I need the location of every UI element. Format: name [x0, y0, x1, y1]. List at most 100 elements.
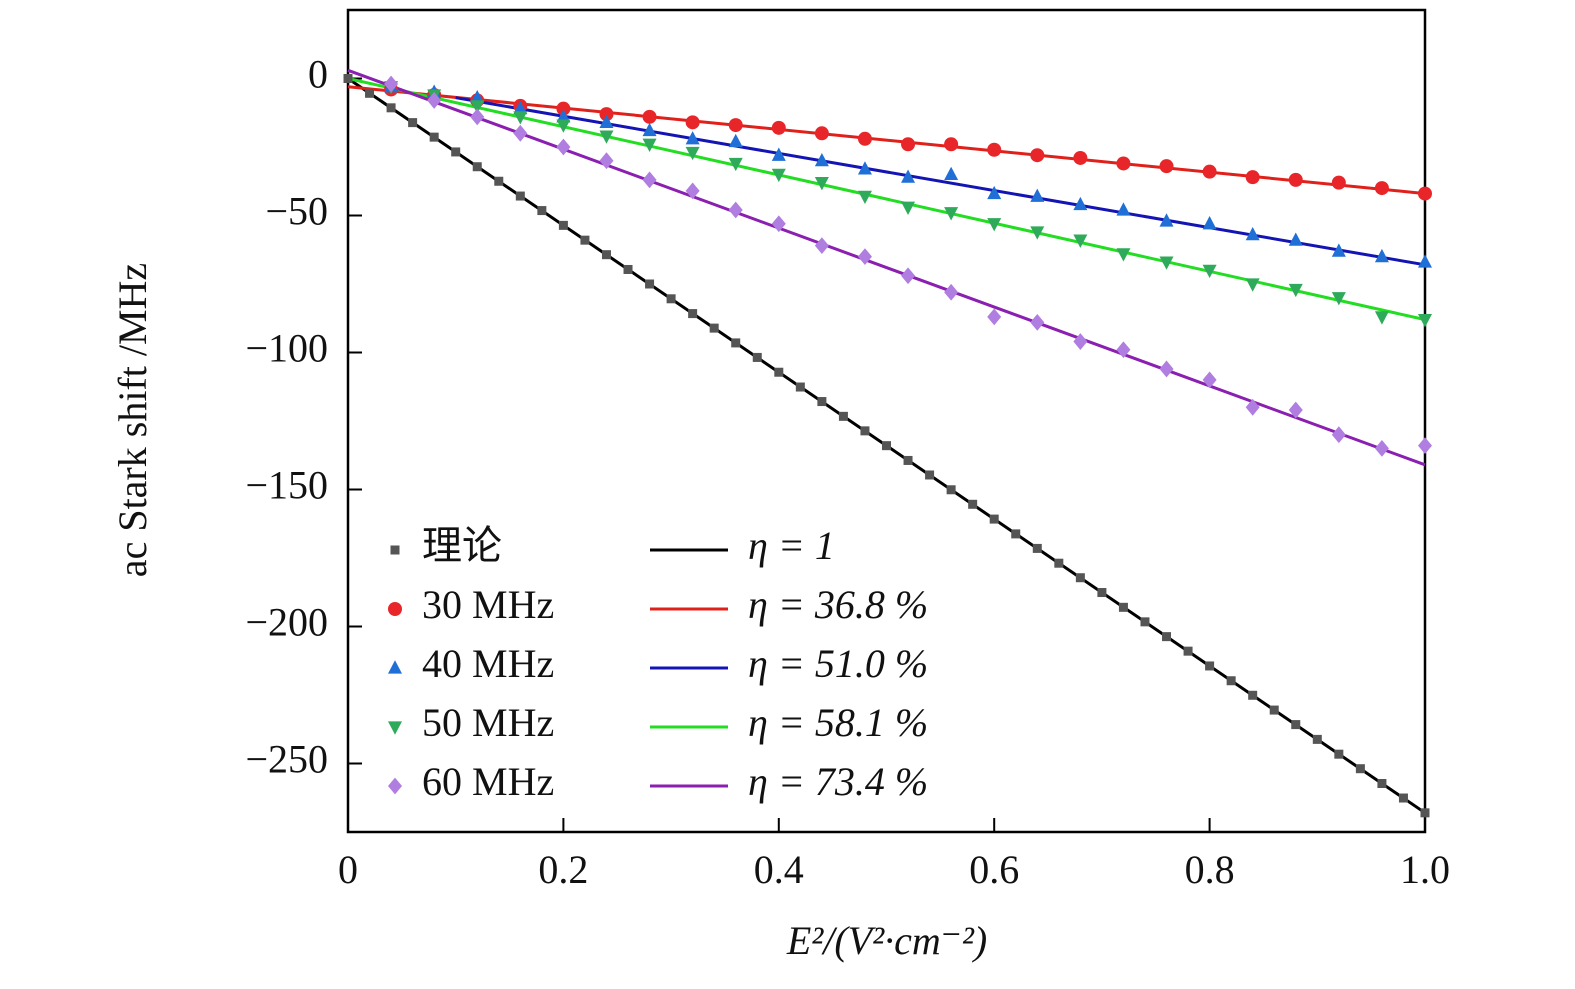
y-axis-title: ac Stark shift /MHz [110, 263, 155, 577]
point [1162, 632, 1172, 642]
point [771, 120, 786, 135]
point [857, 248, 872, 265]
point [515, 191, 525, 201]
fit-line [455, 96, 1426, 267]
point [1054, 558, 1064, 568]
point [513, 100, 528, 115]
point [946, 485, 956, 495]
point [494, 176, 504, 186]
point [685, 146, 700, 161]
point [1288, 283, 1303, 298]
point [666, 294, 676, 304]
point [1116, 248, 1131, 262]
point [1418, 437, 1432, 455]
point [752, 352, 762, 362]
point [1331, 426, 1346, 444]
point [857, 161, 872, 175]
point [427, 92, 442, 109]
legend-label: 50 MHz [422, 700, 554, 745]
point [1374, 311, 1389, 325]
legend-marker [388, 660, 402, 674]
point [901, 267, 916, 285]
point [1202, 371, 1217, 389]
point [1202, 164, 1217, 179]
point [731, 338, 741, 348]
fit-line [347, 68, 1426, 467]
point [944, 166, 959, 180]
point [688, 309, 698, 319]
fit-line [347, 85, 1426, 196]
point [1159, 360, 1174, 378]
point [1331, 292, 1346, 306]
point [1202, 264, 1217, 278]
point [817, 397, 827, 407]
legend-marker [388, 602, 402, 616]
point [901, 169, 916, 183]
point [408, 118, 418, 128]
fit-line [347, 77, 1426, 322]
point [556, 119, 571, 133]
x-tick-label: 0.2 [538, 847, 588, 892]
point [451, 147, 461, 157]
legend-label: η = 58.1 % [748, 700, 928, 745]
point [470, 89, 485, 104]
point [558, 220, 568, 230]
point [513, 124, 528, 142]
point [599, 114, 614, 128]
y-tick-label: −250 [245, 737, 328, 782]
point [903, 455, 913, 465]
point [1269, 705, 1279, 715]
point [386, 103, 396, 113]
legend-label: 60 MHz [422, 759, 554, 804]
point [1030, 313, 1045, 331]
point [1159, 256, 1174, 270]
x-tick-label: 0.6 [969, 847, 1019, 892]
point [685, 115, 700, 130]
point [1097, 588, 1107, 598]
point [1377, 779, 1387, 789]
point [642, 138, 657, 152]
legend-label: 理论 [422, 523, 502, 568]
point [1030, 148, 1045, 163]
point [642, 109, 657, 124]
point [1226, 676, 1236, 686]
point [860, 426, 870, 436]
point [599, 130, 614, 144]
point [728, 133, 743, 148]
legend-label: η = 1 [748, 523, 835, 568]
point [1374, 181, 1389, 196]
point [1159, 213, 1174, 227]
point [343, 74, 353, 83]
point [472, 162, 482, 172]
point [989, 514, 999, 524]
point [599, 107, 614, 122]
point [1030, 188, 1045, 202]
point [1355, 764, 1365, 774]
legend-label: 40 MHz [422, 641, 554, 686]
x-axis-title: E²/(V²·cm⁻²) [786, 918, 987, 963]
point [1245, 170, 1260, 185]
point [1312, 734, 1322, 744]
point [1248, 690, 1258, 700]
legend-marker [390, 545, 400, 555]
point [1183, 646, 1193, 656]
point [1291, 720, 1301, 730]
point [642, 122, 657, 137]
point [1116, 341, 1131, 359]
point [987, 185, 1002, 200]
point [556, 138, 571, 156]
point [1398, 793, 1408, 803]
point [1418, 314, 1432, 328]
point [1334, 749, 1344, 759]
point [1032, 543, 1042, 553]
point [771, 168, 786, 183]
point [685, 182, 700, 200]
point [1331, 175, 1346, 190]
point [1202, 216, 1217, 230]
point [623, 264, 633, 274]
point [925, 470, 935, 480]
legend-marker [388, 721, 402, 735]
point [537, 206, 547, 216]
point [601, 250, 611, 260]
